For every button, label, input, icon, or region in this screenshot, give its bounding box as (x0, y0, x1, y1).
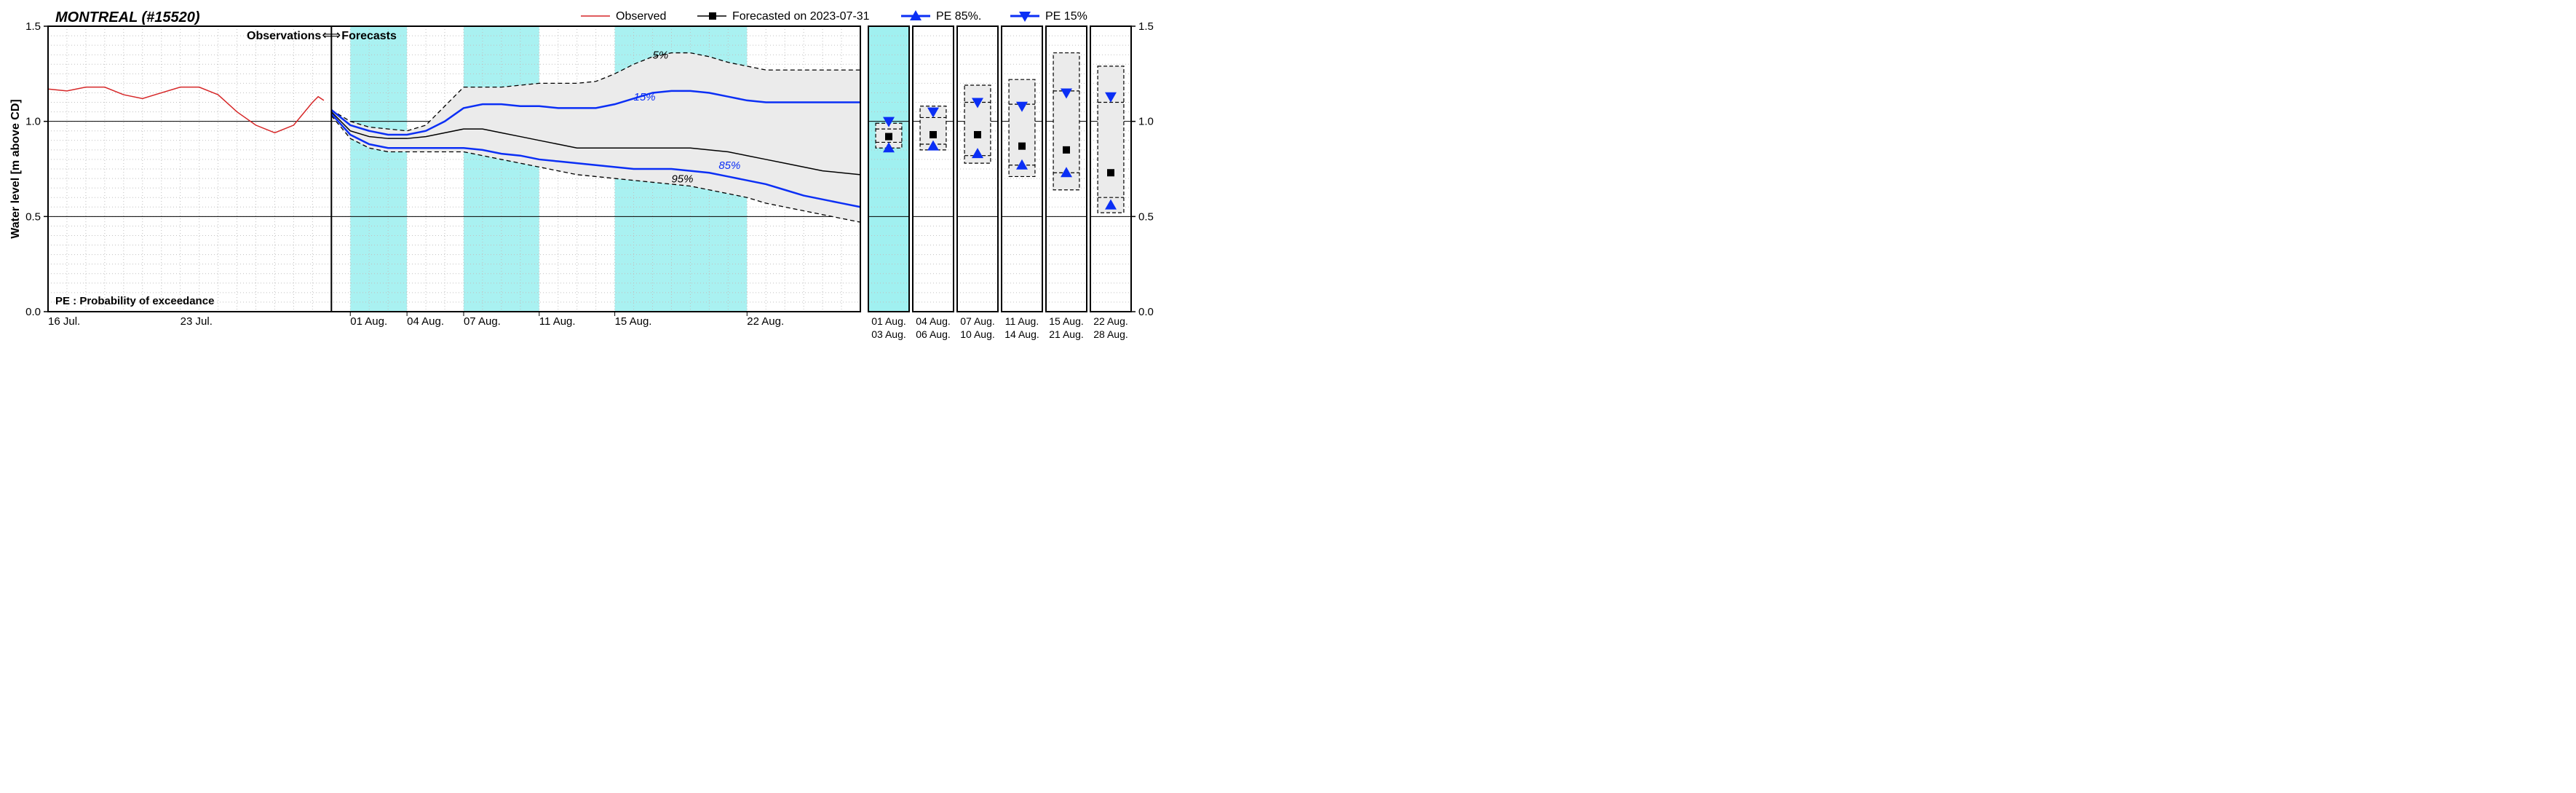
svg-text:1.0: 1.0 (25, 116, 41, 128)
svg-text:PE : Probability of exceedance: PE : Probability of exceedance (55, 295, 214, 307)
svg-text:15%: 15% (634, 91, 656, 103)
chart-svg: Observed Forecasted on 2023-07-31 PE 85%. P… (6, 6, 2576, 787)
svg-text:07 Aug.: 07 Aug. (464, 315, 501, 328)
svg-text:0.0: 0.0 (25, 306, 41, 318)
svg-text:Observations: Observations (247, 30, 321, 42)
water-level-forecast-chart: Observed Forecasted on 2023-07-31 PE 85%. P… (6, 6, 2576, 787)
svg-text:0.0: 0.0 (1138, 306, 1154, 318)
weekly-panel: 01 Aug.03 Aug. (868, 26, 909, 340)
svg-text:Water level [m above CD]: Water level [m above CD] (9, 99, 22, 238)
svg-text:⟺: ⟺ (322, 28, 341, 42)
svg-text:0.5: 0.5 (1138, 210, 1154, 223)
svg-text:21 Aug.: 21 Aug. (1049, 328, 1084, 340)
svg-text:0.5: 0.5 (25, 210, 41, 223)
svg-text:5%: 5% (653, 49, 669, 61)
svg-text:PE 85%.: PE 85%. (936, 10, 981, 23)
svg-text:11 Aug.: 11 Aug. (539, 315, 576, 328)
svg-text:Forecasted on 2023-07-31: Forecasted on 2023-07-31 (732, 10, 870, 23)
svg-text:PE 15%: PE 15% (1045, 10, 1087, 23)
svg-text:15 Aug.: 15 Aug. (615, 315, 652, 328)
svg-text:16 Jul.: 16 Jul. (48, 315, 80, 328)
svg-text:95%: 95% (671, 173, 693, 185)
svg-text:06 Aug.: 06 Aug. (916, 328, 951, 340)
svg-text:23 Jul.: 23 Jul. (181, 315, 213, 328)
svg-text:01 Aug.: 01 Aug. (350, 315, 387, 328)
svg-text:03 Aug.: 03 Aug. (871, 328, 906, 340)
svg-text:14 Aug.: 14 Aug. (1004, 328, 1039, 340)
svg-text:Observed: Observed (616, 10, 666, 23)
svg-text:MONTREAL (#15520): MONTREAL (#15520) (55, 9, 200, 25)
svg-text:85%: 85% (718, 159, 740, 172)
svg-text:1.0: 1.0 (1138, 116, 1154, 128)
svg-text:04 Aug.: 04 Aug. (407, 315, 444, 328)
svg-text:10 Aug.: 10 Aug. (960, 328, 995, 340)
svg-text:22 Aug.: 22 Aug. (1093, 315, 1128, 327)
svg-text:1.5: 1.5 (25, 20, 41, 33)
svg-text:04 Aug.: 04 Aug. (916, 315, 951, 327)
svg-text:11 Aug.: 11 Aug. (1005, 315, 1039, 327)
svg-text:1.5: 1.5 (1138, 20, 1154, 33)
svg-text:22 Aug.: 22 Aug. (747, 315, 784, 328)
svg-text:01 Aug.: 01 Aug. (871, 315, 906, 327)
svg-text:28 Aug.: 28 Aug. (1093, 328, 1128, 340)
svg-text:15 Aug.: 15 Aug. (1049, 315, 1084, 327)
svg-text:07 Aug.: 07 Aug. (960, 315, 995, 327)
svg-text:Forecasts: Forecasts (341, 30, 397, 42)
